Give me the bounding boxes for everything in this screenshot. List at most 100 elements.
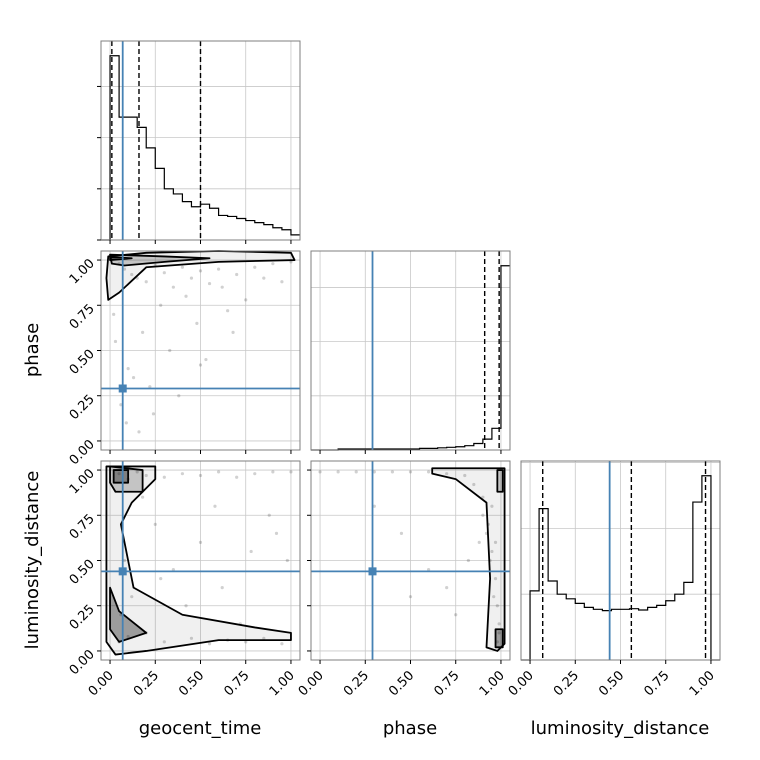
panel-luminosity-distance-vs-phase-point-2	[354, 470, 358, 474]
panel-luminosity-distance-vs-geocent-time-point-7	[216, 470, 221, 474]
panel-luminosity-distance-vs-geocent-time-point-32	[159, 576, 163, 581]
panel-luminosity-distance-vs-phase-point-19	[495, 640, 499, 644]
ylabel-luminosity-distance: luminosity_distance	[22, 471, 43, 650]
panel-luminosity-distance-vs-geocent-time-contour-1	[109, 465, 144, 493]
panel-phase-vs-geocent-time-point-11	[207, 281, 212, 286]
panel-luminosity-distance-vs-geocent-time-point-0	[117, 472, 121, 476]
panel-luminosity-distance-vs-geocent-time-point-22	[122, 558, 127, 563]
panel-luminosity-distance-vs-phase-point-15	[497, 631, 501, 635]
panel-luminosity-distance-vs-geocent-time-truth-marker	[118, 567, 127, 576]
panel-phase-vs-geocent-time-point-32	[119, 403, 123, 407]
panel-phase-vs-geocent-time-point-13	[235, 272, 239, 277]
panel-luminosity-distance-vs-geocent-time-point-15	[162, 640, 166, 644]
panel-luminosity-distance-vs-geocent-time-point-5	[180, 472, 185, 476]
panel-phase-vs-geocent-time-point-10	[198, 269, 203, 273]
panel-phase-vs-geocent-time-point-28	[231, 330, 235, 335]
panel-luminosity-distance-vs-geocent-time-point-11	[289, 470, 293, 474]
panel-luminosity-distance-vs-phase-point-28	[466, 558, 470, 563]
panel-phase-vs-geocent-time-point-23	[168, 348, 172, 353]
panel-luminosity-distance-vs-phase-point-7	[445, 472, 449, 476]
panel-luminosity-distance-vs-phase-point-13	[493, 576, 498, 581]
panel-phase-vs-geocent-time-point-38	[198, 363, 203, 367]
panel-phase-vs-geocent-time-point-30	[262, 276, 266, 280]
ylabel-phase: phase	[22, 323, 43, 377]
panel-luminosity-distance-vs-geocent-time-point-26	[198, 540, 203, 545]
panel-luminosity-distance-vs-phase-point-10	[481, 495, 485, 499]
panel-luminosity-distance-vs-phase-point-16	[492, 595, 496, 599]
panel-phase-vs-geocent-time-contour-1	[109, 253, 211, 267]
xlabel-phase: phase	[383, 718, 437, 739]
panel-phase-vs-geocent-time-point-24	[184, 294, 188, 298]
panel-luminosity-distance-vs-geocent-time-point-27	[220, 586, 224, 590]
panel-phase-vs-geocent-time-point-4	[144, 280, 148, 284]
panel-luminosity-distance-vs-phase-contour-2	[494, 628, 504, 649]
panel-phase-vs-geocent-time-point-9	[189, 276, 194, 280]
panel-luminosity-distance-vs-phase-point-8	[463, 473, 467, 478]
panel-luminosity-distance-vs-phase-point-29	[399, 531, 404, 535]
panel-luminosity-distance-vs-phase-point-1	[336, 470, 340, 474]
panel-phase-vs-geocent-time-point-15	[271, 262, 275, 266]
panel-luminosity-distance-vs-geocent-time-point-10	[271, 470, 275, 474]
panel-luminosity-distance-vs-geocent-time-point-21	[280, 642, 284, 646]
panel-luminosity-distance-vs-geocent-time-point-6	[198, 473, 203, 478]
panel-luminosity-distance-vs-geocent-time-point-36	[267, 513, 271, 517]
hist-luminosity-distance-step	[521, 475, 720, 661]
panel-luminosity-distance-vs-phase-point-6	[426, 470, 431, 474]
panel-phase-vs-geocent-time-truth-marker	[118, 384, 127, 393]
panel-luminosity-distance-vs-geocent-time-point-28	[249, 549, 253, 554]
panel-luminosity-distance-vs-geocent-time-point-2	[135, 470, 139, 474]
panel-luminosity-distance-vs-geocent-time-point-8	[235, 475, 239, 479]
panel-luminosity-distance-vs-geocent-time-point-3	[144, 473, 148, 478]
panel-luminosity-distance-vs-geocent-time-point-9	[253, 472, 257, 476]
panel-luminosity-distance-vs-geocent-time: 0.00 0.25 0.50 0.75 1.000.000.250.500.751.00	[67, 460, 301, 699]
panel-luminosity-distance-vs-phase-point-3	[372, 470, 376, 474]
panel-phase-vs-geocent-time: 0.000.250.500.751.00	[67, 250, 301, 468]
panel-luminosity-distance-vs-phase-point-4	[390, 470, 395, 474]
panel-phase-vs-geocent-time-point-12	[216, 267, 221, 271]
panel-luminosity-distance-vs-geocent-time-point-33	[184, 604, 188, 608]
panel-phase-vs-geocent-time-point-29	[244, 298, 248, 302]
panel-phase-vs-geocent-time-point-33	[124, 421, 128, 425]
panel-phase-vs-geocent-time-point-8	[180, 265, 185, 269]
panel-luminosity-distance-vs-geocent-time-point-25	[171, 567, 175, 572]
panel-phase-vs-geocent-time-point-17	[112, 312, 116, 316]
panel-phase-vs-geocent-time-point-2	[130, 272, 134, 277]
panel-phase-vs-geocent-time-point-22	[159, 303, 163, 307]
xlabel-luminosity-distance: luminosity_distance	[531, 718, 710, 739]
panel-phase-vs-geocent-time-point-19	[126, 366, 130, 371]
panel-luminosity-distance-vs-geocent-time-point-23	[130, 595, 134, 599]
panel-luminosity-distance-vs-geocent-time-point-16	[189, 636, 194, 640]
panel-phase-vs-geocent-time-point-18	[113, 339, 118, 344]
panel-luminosity-distance-vs-geocent-time-point-17	[207, 642, 212, 646]
panel-luminosity-distance-vs-phase-point-24	[477, 540, 481, 545]
panel-phase-vs-geocent-time-point-14	[253, 265, 257, 269]
panel-luminosity-distance-vs-phase-point-0	[318, 470, 322, 474]
panel-luminosity-distance-vs-geocent-time-point-13	[126, 634, 130, 639]
xlabel-geocent-time: geocent_time	[139, 718, 262, 739]
panel-luminosity-distance-vs-geocent-time-contour-0	[105, 465, 292, 656]
panel-luminosity-distance-vs-geocent-time-point-4	[162, 475, 166, 479]
panel-phase-vs-geocent-time-point-34	[131, 376, 136, 380]
panel-luminosity-distance-vs-geocent-time-contour-3	[109, 586, 148, 643]
panel-phase-vs-geocent-time-point-6	[162, 271, 166, 275]
panel-luminosity-distance-vs-phase-point-27	[454, 613, 458, 617]
panel-phase-vs-geocent-time-point-31	[280, 280, 284, 284]
hist-phase-step	[311, 265, 510, 451]
panel-luminosity-distance-vs-phase-point-23	[481, 513, 485, 517]
panel-luminosity-distance-vs-geocent-time-point-37	[285, 558, 289, 563]
panel-luminosity-distance-vs-geocent-time-point-20	[262, 636, 266, 640]
panel-luminosity-distance-vs-phase-point-22	[490, 504, 494, 508]
panel-phase-vs-geocent-time-point-25	[195, 321, 199, 325]
panel-phase-vs-geocent-time-point-7	[171, 285, 175, 289]
panel-luminosity-distance-vs-phase-point-21	[493, 540, 498, 545]
panel-luminosity-distance-vs-phase-point-26	[408, 595, 413, 599]
panel-luminosity-distance-vs-geocent-time-point-19	[244, 640, 248, 644]
panel-luminosity-distance-vs-geocent-time-point-31	[141, 495, 145, 499]
hist-geocent-time	[97, 40, 301, 244]
panel-luminosity-distance-vs-phase-point-14	[495, 604, 499, 608]
panel-luminosity-distance-vs-geocent-time-point-24	[153, 522, 157, 526]
panel-phase-vs-geocent-time-contour-2	[109, 256, 133, 261]
panel-phase-vs-geocent-time-point-26	[204, 357, 208, 362]
panel-phase-vs-geocent-time-point-39	[226, 309, 230, 313]
